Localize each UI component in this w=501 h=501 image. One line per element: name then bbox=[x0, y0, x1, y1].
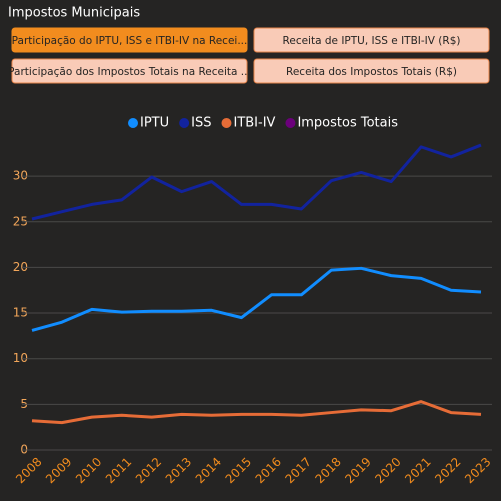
x-tick-label: 2015 bbox=[223, 455, 254, 486]
legend-dot bbox=[221, 118, 232, 128]
x-tick-label: 2019 bbox=[342, 455, 373, 486]
legend-dot bbox=[128, 118, 138, 128]
x-tick-label: 2018 bbox=[312, 455, 343, 486]
x-tick-label: 2010 bbox=[73, 455, 104, 486]
button-bg[interactable] bbox=[11, 58, 248, 84]
button-bg[interactable] bbox=[11, 27, 248, 53]
y-tick-label: 20 bbox=[13, 260, 28, 274]
slicer-button[interactable]: Participação dos Impostos Totais na Rece… bbox=[8, 58, 251, 84]
y-tick-label: 30 bbox=[13, 169, 28, 183]
x-tick-label: 2013 bbox=[163, 455, 194, 486]
x-tick-label: 2020 bbox=[372, 455, 403, 486]
y-tick-label: 10 bbox=[13, 351, 28, 365]
x-tick-label: 2016 bbox=[253, 455, 284, 486]
slicer-button[interactable]: Receita de IPTU, ISS e ITBI-IV (R$) bbox=[253, 27, 490, 53]
legend-label: IPTU bbox=[140, 116, 169, 131]
button-label[interactable]: Participação do IPTU, ISS e ITBI-IV na R… bbox=[12, 35, 248, 47]
page-title: Impostos Municipais bbox=[8, 6, 140, 21]
x-tick-label: 2021 bbox=[402, 455, 433, 486]
legend-label: Impostos Totais bbox=[297, 116, 398, 131]
y-tick-label: 15 bbox=[13, 306, 28, 320]
x-tick-label: 2017 bbox=[282, 455, 313, 486]
slicer-button[interactable]: Participação do IPTU, ISS e ITBI-IV na R… bbox=[11, 27, 248, 53]
slicer-button[interactable]: Receita dos Impostos Totais (R$) bbox=[253, 58, 490, 84]
button-label[interactable]: Receita dos Impostos Totais (R$) bbox=[286, 66, 457, 78]
button-label[interactable]: Participação dos Impostos Totais na Rece… bbox=[8, 66, 251, 78]
legend-dot bbox=[285, 118, 296, 128]
x-tick-label: 2022 bbox=[432, 455, 463, 486]
x-tick-label: 2014 bbox=[193, 455, 224, 486]
button-label[interactable]: Receita de IPTU, ISS e ITBI-IV (R$) bbox=[283, 35, 461, 47]
x-tick-label: 2012 bbox=[133, 455, 164, 486]
series-line bbox=[31, 400, 482, 425]
button-bg[interactable] bbox=[253, 58, 490, 84]
button-bg[interactable] bbox=[253, 27, 490, 53]
legend-label: ISS bbox=[191, 116, 211, 131]
x-tick-label: 2011 bbox=[103, 455, 134, 486]
legend-label: ITBI-IV bbox=[233, 116, 275, 131]
x-tick-label: 2008 bbox=[13, 455, 44, 486]
x-tick-label: 2009 bbox=[43, 455, 74, 486]
series-line bbox=[31, 143, 482, 221]
legend-dot bbox=[179, 118, 190, 128]
series-line bbox=[31, 266, 482, 332]
y-tick-label: 25 bbox=[13, 214, 28, 228]
x-tick-label: 2023 bbox=[462, 455, 493, 486]
